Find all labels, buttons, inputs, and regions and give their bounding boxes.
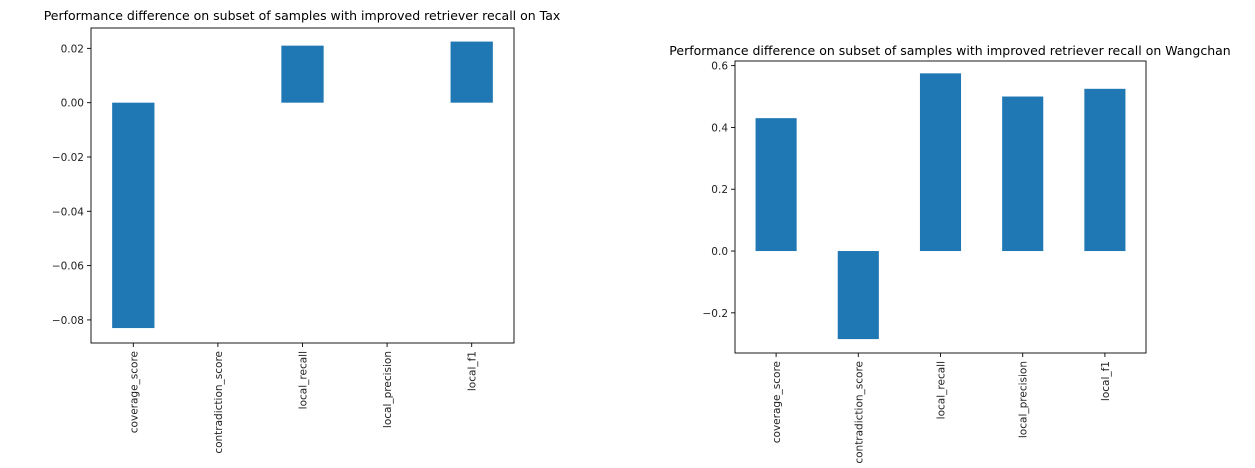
y-tick-label: −0.06 bbox=[52, 261, 84, 273]
x-tick-label: coverage_score bbox=[128, 351, 140, 433]
bar-coverage-score bbox=[755, 118, 797, 252]
x-tick-label: local_recall bbox=[298, 351, 310, 409]
bar-local-precision bbox=[1002, 96, 1044, 252]
x-tick-label: contradiction_score bbox=[853, 361, 865, 464]
y-tick-label: −0.08 bbox=[52, 315, 84, 327]
x-tick-label: local_f1 bbox=[467, 351, 479, 391]
bar-contradiction-score bbox=[837, 251, 879, 340]
x-tick-label: local_precision bbox=[382, 351, 394, 428]
x-tick-label: local_f1 bbox=[1100, 361, 1112, 401]
y-tick-label: 0.2 bbox=[711, 184, 728, 196]
chart-title-2: Performance difference on subset of samp… bbox=[669, 43, 1230, 58]
y-tick-label: 0.6 bbox=[711, 61, 728, 73]
x-tick-label: contradiction_score bbox=[213, 351, 225, 454]
bar-local-recall bbox=[919, 73, 962, 252]
y-tick-label: 0.4 bbox=[711, 122, 728, 134]
x-tick-label: local_recall bbox=[936, 361, 948, 419]
y-tick-label: −0.02 bbox=[52, 152, 84, 164]
x-tick-label: local_precision bbox=[1018, 361, 1030, 438]
bar-local-recall bbox=[281, 45, 324, 103]
y-tick-label: −0.04 bbox=[52, 206, 84, 218]
bar-coverage-score bbox=[112, 102, 155, 329]
y-tick-label: 0.00 bbox=[61, 98, 84, 110]
y-tick-label: 0.02 bbox=[61, 43, 84, 55]
bar-local-f1 bbox=[450, 41, 493, 103]
bar-local-f1 bbox=[1084, 88, 1126, 252]
x-tick-label: coverage_score bbox=[771, 361, 783, 443]
y-tick-label: −0.2 bbox=[703, 308, 729, 320]
chart-title-1: Performance difference on subset of samp… bbox=[44, 8, 561, 23]
y-tick-label: 0.0 bbox=[711, 246, 728, 258]
